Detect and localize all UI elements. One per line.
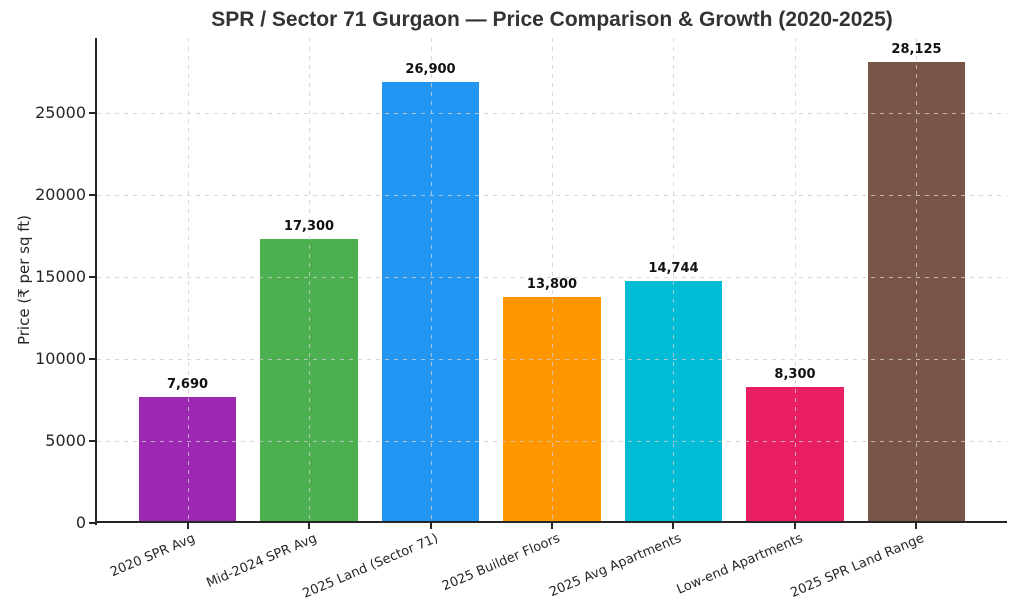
x-tick-label: Low-end Apartments <box>674 531 805 598</box>
gridline-vertical <box>673 38 675 523</box>
plot-area: 7,690 17,300 26,900 13,800 14,744 8,300 28,125 <box>97 38 1007 523</box>
bar <box>867 61 966 523</box>
x-tick-label: 2025 Builder Floors <box>439 531 562 595</box>
bar-value-label: 14,744 <box>648 261 699 277</box>
x-tick-mark <box>308 523 310 529</box>
bar-value-label: 28,125 <box>891 41 942 57</box>
gridline-vertical <box>187 38 189 523</box>
x-tick-mark <box>551 523 553 529</box>
x-axis-spine <box>95 521 1007 523</box>
y-axis-spine <box>95 38 97 525</box>
y-tick-mark <box>89 439 95 442</box>
bar-value-label: 8,300 <box>774 366 816 382</box>
x-tick-mark <box>915 523 918 529</box>
y-tick-mark <box>89 357 95 360</box>
x-tick-mark <box>793 523 796 529</box>
y-tick-mark <box>89 522 95 524</box>
gridline-vertical <box>794 38 796 523</box>
gridline-vertical <box>430 38 432 523</box>
x-tick-label: 2020 SPR Avg <box>108 531 198 581</box>
chart-title: SPR / Sector 71 Gurgaon — Price Comparis… <box>211 8 893 31</box>
bar <box>503 296 601 523</box>
y-tick-label: 20000 <box>35 184 86 204</box>
y-tick-mark <box>89 193 95 196</box>
x-tick-mark <box>672 523 675 529</box>
y-tick-label: 10000 <box>35 348 86 368</box>
y-tick-label: 25000 <box>35 102 86 122</box>
x-tick-label: 2025 Avg Apartments <box>547 531 684 601</box>
x-tick-mark <box>429 523 432 529</box>
y-tick-mark <box>89 111 95 114</box>
bar-value-label: 13,800 <box>526 276 578 292</box>
y-tick-label: 15000 <box>35 266 86 286</box>
y-tick-label: 5000 <box>45 430 86 450</box>
bar-value-label: 17,300 <box>283 219 335 235</box>
y-tick-mark <box>89 275 95 278</box>
gridline-vertical <box>309 38 310 523</box>
x-tick-mark <box>186 523 189 529</box>
gridline-vertical <box>552 38 553 523</box>
gridline-vertical <box>916 38 918 523</box>
x-tick-label: Mid-2024 SPR Avg <box>204 531 319 592</box>
bar-value-label: 7,690 <box>166 376 209 392</box>
y-tick-label: 0 <box>75 513 86 532</box>
x-tick-label: 2025 SPR Land Range <box>788 531 927 601</box>
x-tick-label: 2025 Land (Sector 71) <box>300 531 441 602</box>
bar-value-label: 26,900 <box>405 61 456 77</box>
